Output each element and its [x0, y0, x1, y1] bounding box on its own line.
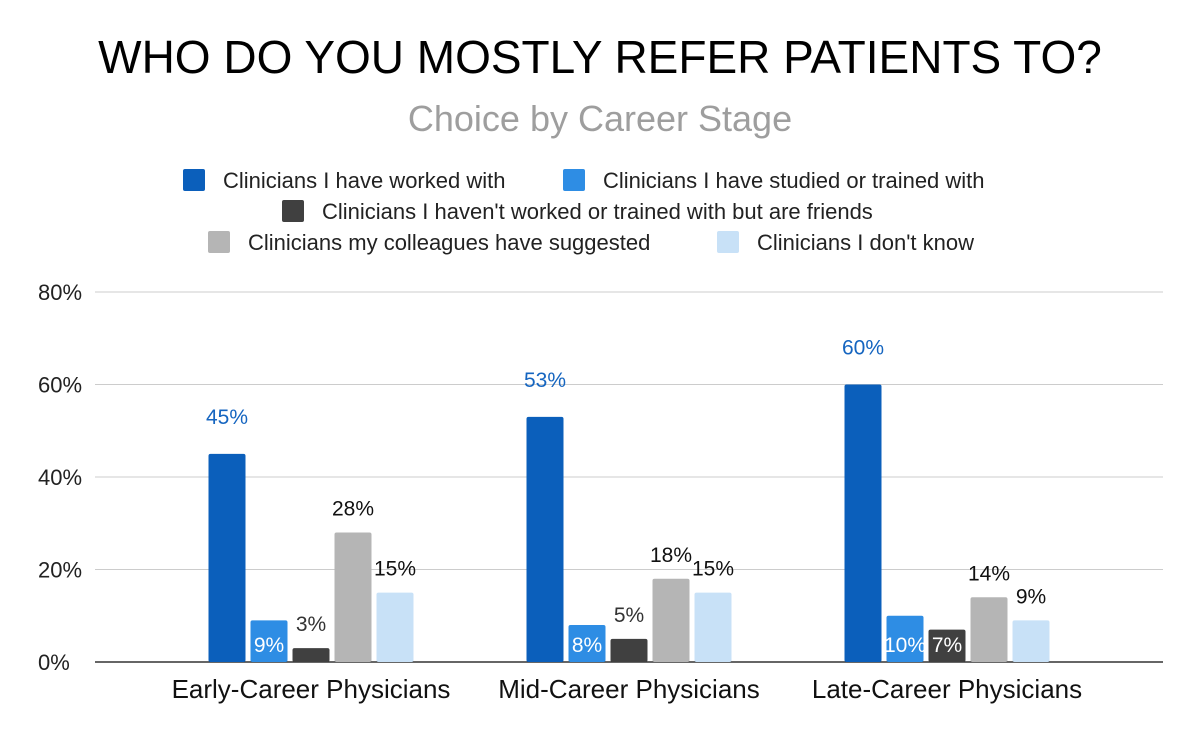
bar-clinicians-i-have-studied-or-trained-with — [568, 625, 606, 662]
data-label: 45% — [206, 406, 248, 429]
data-label: 15% — [692, 558, 734, 581]
data-label: 9% — [254, 634, 284, 657]
bar-clinicians-i-have-worked-with — [844, 384, 882, 662]
chart-title: WHO DO YOU MOSTLY REFER PATIENTS TO? — [98, 31, 1102, 83]
bar-clinicians-my-colleagues-have-suggested — [652, 578, 690, 662]
bar-clinicians-i-don-t-know — [694, 592, 732, 662]
data-label: 18% — [650, 544, 692, 567]
bar-clinicians-my-colleagues-have-suggested — [334, 532, 372, 662]
legend-swatch-clinicians-i-have-worked-with — [183, 169, 205, 191]
x-axis: Early-Career Physicians Mid-Career Physic… — [172, 674, 1083, 704]
data-label: 53% — [524, 369, 566, 392]
legend-label-clinicians-i-have-studied-or-trained-with: Clinicians I have studied or trained wit… — [603, 168, 985, 193]
bar-clinicians-i-have-worked-with — [208, 453, 246, 662]
bar-clinicians-i-haven-t-worked-or-trained-with-but-are-friends — [610, 638, 648, 662]
y-tick-label: 60% — [38, 373, 82, 398]
legend-swatch-clinicians-my-colleagues-have-suggested — [208, 231, 230, 253]
y-tick-label: 80% — [38, 280, 82, 305]
data-label: 7% — [932, 634, 962, 657]
chart-subtitle: Choice by Career Stage — [407, 98, 793, 139]
bar-clinicians-my-colleagues-have-suggested — [970, 597, 1008, 662]
bar-clinicians-i-have-worked-with — [526, 416, 564, 662]
y-tick-label: 0% — [38, 650, 70, 675]
y-tick-label: 40% — [38, 465, 82, 490]
x-category-label: Early-Career Physicians — [172, 674, 451, 704]
legend-label-clinicians-i-don-t-know: Clinicians I don't know — [757, 230, 974, 255]
bar-clinicians-i-haven-t-worked-or-trained-with-but-are-friends — [928, 629, 966, 662]
legend-swatch-clinicians-i-have-studied-or-trained-with — [563, 169, 585, 191]
y-axis: 0% 20% 40% 60% 80% — [38, 280, 82, 675]
data-label: 14% — [968, 562, 1010, 585]
legend-swatch-clinicians-i-haven-t-worked-or-trained-with-but-are-friends — [282, 200, 304, 222]
data-label: 60% — [842, 337, 884, 360]
y-tick-label: 20% — [38, 558, 82, 583]
legend-label-clinicians-my-colleagues-have-suggested: Clinicians my colleagues have suggested — [248, 230, 650, 255]
bar-clinicians-i-have-studied-or-trained-with — [250, 620, 288, 662]
x-category-label: Mid-Career Physicians — [498, 674, 760, 704]
bar-clinicians-i-have-studied-or-trained-with — [886, 615, 924, 662]
bars — [208, 384, 1050, 662]
data-label: 3% — [296, 613, 326, 636]
data-label: 15% — [374, 558, 416, 581]
data-label: 8% — [572, 634, 602, 657]
data-label: 5% — [614, 604, 644, 627]
legend-label-clinicians-i-have-worked-with: Clinicians I have worked with — [223, 168, 505, 193]
data-labels: 45%9%3%28%15%53%8%5%18%15%60%10% 7%14%9% — [206, 337, 1046, 658]
data-label: 28% — [332, 498, 374, 521]
bar-clinicians-i-don-t-know — [1012, 620, 1050, 662]
legend: Clinicians I have worked with Clinicians … — [183, 168, 985, 255]
bar-clinicians-i-don-t-know — [376, 592, 414, 662]
data-label: 10% — [884, 634, 926, 657]
x-category-label: Late-Career Physicians — [812, 674, 1082, 704]
legend-label-clinicians-i-haven-t-worked-or-trained-with-but-are-friends: Clinicians I haven't worked or trained w… — [322, 199, 873, 224]
legend-swatch-clinicians-i-don-t-know — [717, 231, 739, 253]
data-label: 9% — [1016, 585, 1046, 608]
bar-clinicians-i-haven-t-worked-or-trained-with-but-are-friends — [292, 648, 330, 662]
